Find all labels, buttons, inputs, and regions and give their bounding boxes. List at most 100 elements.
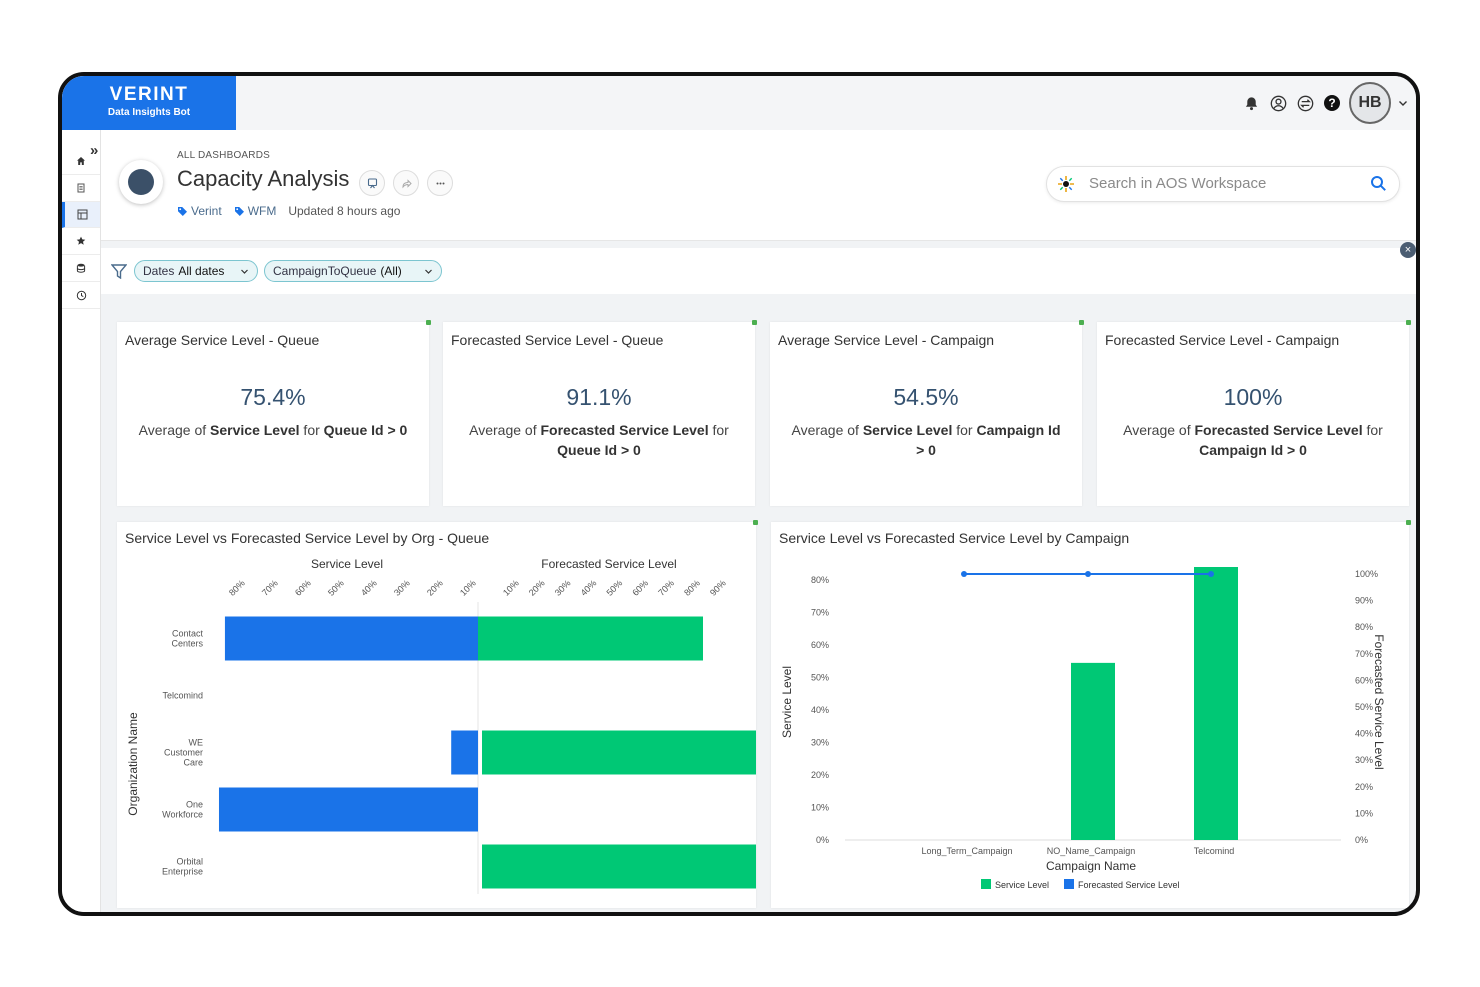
- kpi-card[interactable]: Average Service Level - Campaign 54.5% A…: [770, 320, 1084, 506]
- category-label: Workforce: [162, 810, 203, 820]
- user-circle-icon[interactable]: [1268, 93, 1288, 113]
- kpi-card[interactable]: Forecasted Service Level - Campaign 100%…: [1097, 320, 1411, 506]
- tag-verint[interactable]: Verint: [177, 204, 222, 218]
- present-button[interactable]: [359, 170, 385, 196]
- tag-icon: [178, 206, 187, 216]
- tick-label: 10%: [458, 578, 478, 598]
- kpi-desc-field: Forecasted Service Level: [540, 422, 709, 438]
- filter-bar: Dates All dates CampaignToQueue (All): [101, 248, 1416, 294]
- tick-label: 60%: [630, 578, 650, 598]
- tick-label: 90%: [708, 578, 728, 598]
- y-tick-label: 50%: [811, 673, 829, 683]
- tick-label: 40%: [359, 578, 379, 598]
- sidebar-item-home[interactable]: [62, 148, 100, 175]
- y-tick-label: 20%: [811, 770, 829, 780]
- dashboard-icon: [77, 209, 88, 220]
- kpi-card[interactable]: Average Service Level - Queue 75.4% Aver…: [117, 320, 431, 506]
- tick-label: 20%: [527, 578, 547, 598]
- tag-label: WFM: [247, 204, 277, 218]
- expand-sidebar-icon[interactable]: »: [90, 142, 99, 159]
- filter-icon[interactable]: [111, 264, 127, 279]
- more-options-button[interactable]: [427, 170, 453, 196]
- bar-service-level: [1071, 662, 1115, 840]
- chevron-down-icon[interactable]: [1398, 93, 1408, 113]
- top-bar: VERINT Data Insights Bot ? HB: [62, 76, 1416, 130]
- x-axis-label: Campaign Name: [1046, 859, 1136, 873]
- verint-logo[interactable]: VERINT Data Insights Bot: [62, 76, 236, 130]
- x-tick-label: NO_Name_Campaign: [1047, 846, 1136, 856]
- bar-forecasted-service-level: [482, 844, 756, 889]
- tick-label: 70%: [260, 578, 280, 598]
- help-icon[interactable]: ?: [1322, 93, 1342, 113]
- category-label: Customer: [164, 748, 203, 758]
- search-box[interactable]: [1046, 166, 1400, 202]
- bar-service-level: [451, 730, 478, 775]
- category-label: Care: [183, 758, 203, 768]
- tag-wfm[interactable]: WFM: [234, 204, 277, 218]
- kpi-value: 54.5%: [893, 384, 959, 410]
- database-icon: [76, 263, 86, 273]
- y2-tick-label: 60%: [1355, 675, 1373, 685]
- y-tick-label: 60%: [811, 640, 829, 650]
- sidebar-item-data[interactable]: [62, 255, 100, 282]
- bell-icon[interactable]: [1241, 93, 1261, 113]
- x-tick-label: Long_Term_Campaign: [921, 846, 1012, 856]
- kpi-desc-field: Campaign Id > 0: [1199, 442, 1307, 458]
- category-label: Telcomind: [162, 691, 203, 701]
- sidebar-item-documents[interactable]: [62, 175, 100, 202]
- filter-label: Dates: [143, 264, 175, 278]
- tick-label: 20%: [425, 578, 445, 598]
- avatar[interactable]: HB: [1349, 82, 1391, 124]
- tick-label: 80%: [227, 578, 247, 598]
- tick-label: 30%: [553, 578, 573, 598]
- kpi-card[interactable]: Forecasted Service Level - Queue 91.1% A…: [443, 320, 757, 506]
- legend-label: Service Level: [995, 880, 1049, 890]
- kpi-desc-text: for: [952, 422, 977, 438]
- kpi-description: Average of Forecasted Service Level for …: [461, 420, 737, 460]
- chart-title: Service Level vs Forecasted Service Leve…: [125, 530, 490, 546]
- chart-org-queue: Service Level Forecasted Service Level 80%…: [126, 557, 756, 894]
- y2-tick-label: 50%: [1355, 702, 1373, 712]
- bar-forecasted-service-level: [478, 616, 703, 661]
- category-label: Contact: [172, 629, 204, 639]
- bar-service-level: [224, 616, 478, 661]
- tick-label: 40%: [579, 578, 599, 598]
- kpi-value: 75.4%: [240, 384, 306, 410]
- kpi-description: Average of Service Level for Queue Id > …: [135, 420, 411, 440]
- chevron-down-icon: [241, 269, 248, 274]
- breadcrumb[interactable]: ALL DASHBOARDS: [177, 150, 271, 161]
- filter-campaign-to-queue[interactable]: CampaignToQueue (All): [264, 260, 442, 282]
- sidebar: [62, 130, 101, 912]
- filter-dates[interactable]: Dates All dates: [134, 260, 258, 282]
- kpi-desc-text: for: [708, 422, 729, 438]
- sidebar-item-dashboards[interactable]: [62, 202, 100, 228]
- kpi-desc-field: Queue Id > 0: [557, 442, 641, 458]
- kpi-value: 91.1%: [566, 384, 632, 410]
- tick-label: 50%: [326, 578, 346, 598]
- dashboard-avatar-icon: [119, 160, 163, 204]
- chart-card-org-queue: Service Level vs Forecasted Service Leve…: [117, 520, 758, 908]
- kpi-title: Forecasted Service Level - Campaign: [1105, 332, 1340, 348]
- share-button[interactable]: [393, 170, 419, 196]
- bar-service-level: [218, 787, 478, 832]
- y-tick-label: 80%: [811, 575, 829, 585]
- present-icon: [367, 177, 377, 188]
- search-icon[interactable]: [1370, 175, 1387, 192]
- search-input[interactable]: [1087, 174, 1361, 193]
- sidebar-item-history[interactable]: [62, 282, 100, 309]
- tick-label: 30%: [392, 578, 412, 598]
- close-filter-button[interactable]: ×: [1400, 242, 1416, 258]
- switch-icon[interactable]: [1295, 93, 1315, 113]
- filter-value: (All): [380, 264, 402, 278]
- kpi-desc-text: Average of: [791, 422, 863, 438]
- chart-campaign: 80% 70% 60% 50% 40% 30% 20% 10% 0% 100% 90% 80% 70% 6…: [780, 567, 1386, 890]
- kpi-desc-text: for: [1362, 422, 1383, 438]
- page-title: Capacity Analysis: [177, 166, 350, 191]
- y2-tick-label: 20%: [1355, 782, 1373, 792]
- logo-brand: VERINT: [109, 84, 189, 105]
- title-actions: [359, 170, 453, 196]
- kpi-desc-field: Service Level: [210, 422, 300, 438]
- updated-text: Updated 8 hours ago: [288, 204, 401, 218]
- sidebar-item-favorites[interactable]: [62, 228, 100, 255]
- kpi-desc-text: Average of: [138, 422, 211, 438]
